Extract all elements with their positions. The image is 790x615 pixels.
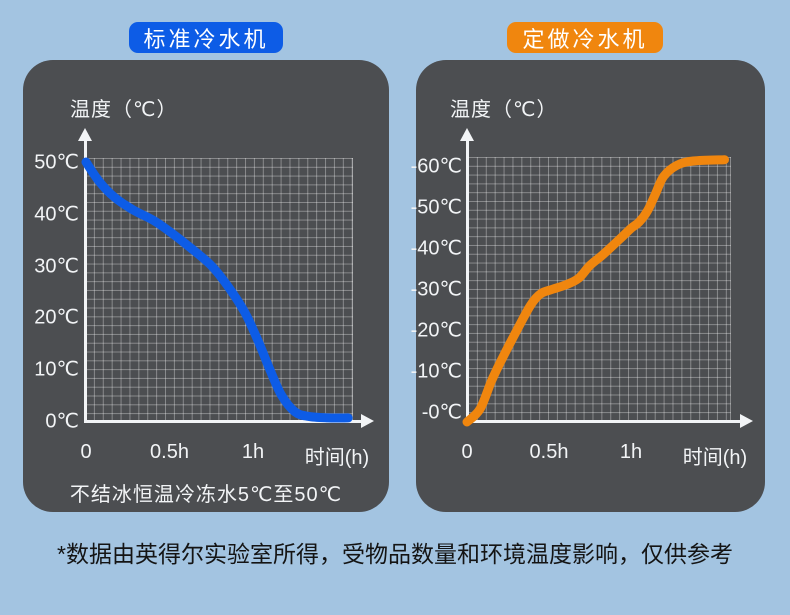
custom-chiller-tab-label: 定做冷水机 (522, 26, 648, 52)
standard-chiller-tab-label: 标准冷水机 (143, 26, 269, 52)
standard-chiller-tab: 标准冷水机 (129, 22, 283, 53)
right-chart-grid (468, 157, 731, 422)
left-y-axis-title: 温度（℃） (70, 99, 178, 121)
left-x-axis-unit-label: 时间(h) (304, 447, 370, 469)
right-x-axis-arrow-icon (740, 414, 753, 428)
custom-chiller-tab: 定做冷水机 (507, 22, 663, 53)
right-x-axis (466, 420, 741, 423)
right-y-axis (466, 140, 469, 422)
right-x-axis-unit-label: 时间(h) (682, 447, 748, 469)
left-chart-grid (85, 158, 353, 421)
left-x-axis (84, 420, 362, 423)
left-chart-caption: 不结冰恒温冷冻水5℃至50℃ (69, 484, 343, 506)
left-y-axis-arrow-icon (78, 128, 92, 141)
right-y-axis-arrow-icon (460, 128, 474, 141)
right-y-axis-title: 温度（℃） (450, 99, 558, 121)
left-x-axis-arrow-icon (361, 414, 374, 428)
left-y-axis (84, 140, 87, 422)
footer-disclaimer: *数据由英得尔实验室所得，受物品数量和环境温度影响，仅供参考 (57, 541, 733, 567)
